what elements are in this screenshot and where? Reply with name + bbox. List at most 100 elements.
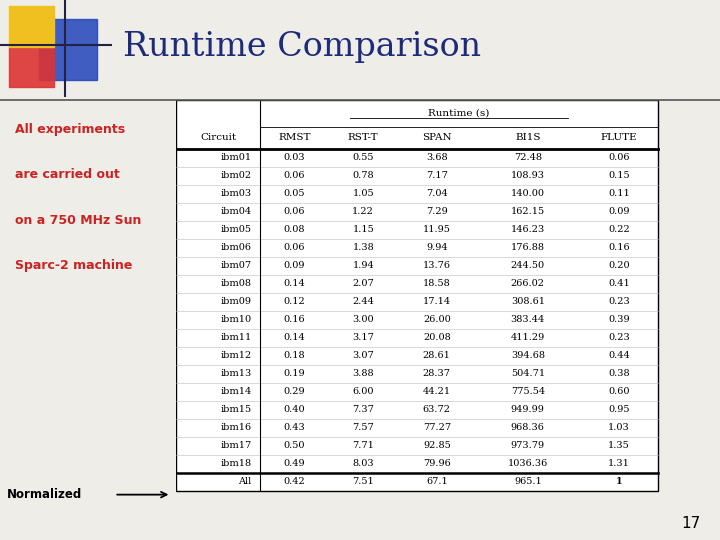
Text: 383.44: 383.44 [510,315,545,325]
Text: 968.36: 968.36 [511,423,545,433]
Text: 0.09: 0.09 [284,261,305,271]
Text: 0.14: 0.14 [284,279,305,288]
Text: 1.15: 1.15 [352,225,374,234]
Text: 17: 17 [682,516,701,531]
Text: 0.44: 0.44 [608,352,630,360]
Text: ibm12: ibm12 [220,352,252,360]
Text: 0.50: 0.50 [284,441,305,450]
Text: 2.44: 2.44 [352,298,374,306]
Text: 0.06: 0.06 [608,153,629,163]
Text: ibm18: ibm18 [220,460,252,468]
Text: 28.61: 28.61 [423,352,451,360]
Text: 72.48: 72.48 [514,153,541,163]
Text: Normalized: Normalized [7,488,83,501]
Text: 7.51: 7.51 [352,477,374,487]
Text: 0.08: 0.08 [284,225,305,234]
Text: ibm08: ibm08 [220,279,252,288]
Text: ibm17: ibm17 [220,441,252,450]
Text: 18.58: 18.58 [423,279,451,288]
Text: 11.95: 11.95 [423,225,451,234]
Text: ibm14: ibm14 [220,387,252,396]
Text: 0.05: 0.05 [284,190,305,198]
Text: 17.14: 17.14 [423,298,451,306]
Text: Circuit: Circuit [200,133,236,143]
Text: 2.07: 2.07 [352,279,374,288]
Text: SPAN: SPAN [422,133,451,143]
Text: 0.41: 0.41 [608,279,630,288]
Text: FLUTE: FLUTE [600,133,637,143]
Text: 7.37: 7.37 [352,406,374,414]
Text: Sparc-2 machine: Sparc-2 machine [15,259,132,272]
Text: 266.02: 266.02 [510,279,545,288]
Text: 1.94: 1.94 [352,261,374,271]
Text: ibm10: ibm10 [220,315,252,325]
Text: 176.88: 176.88 [510,244,545,252]
Text: 973.79: 973.79 [510,441,545,450]
Text: 3.00: 3.00 [352,315,374,325]
Text: 0.18: 0.18 [284,352,305,360]
Text: ibm05: ibm05 [220,225,252,234]
Text: 0.29: 0.29 [284,387,305,396]
Text: 0.49: 0.49 [284,460,305,468]
Text: 7.04: 7.04 [426,190,448,198]
Bar [9,6,53,46]
Text: BI1S: BI1S [515,133,541,143]
Text: ibm03: ibm03 [220,190,252,198]
Text: Runtime Comparison: Runtime Comparison [123,31,482,63]
Text: 0.11: 0.11 [608,190,630,198]
Text: 504.71: 504.71 [510,369,545,379]
Text: 0.19: 0.19 [284,369,305,379]
Text: 308.61: 308.61 [510,298,545,306]
Text: 0.55: 0.55 [353,153,374,163]
Text: 0.42: 0.42 [284,477,305,487]
Text: are carried out: are carried out [15,168,120,181]
Text: 26.00: 26.00 [423,315,451,325]
Bar [39,19,97,80]
Text: 0.03: 0.03 [284,153,305,163]
Text: 0.15: 0.15 [608,171,629,180]
Text: 1.05: 1.05 [352,190,374,198]
Text: ibm15: ibm15 [220,406,252,414]
Text: RST-T: RST-T [348,133,379,143]
Text: 146.23: 146.23 [510,225,545,234]
Text: 411.29: 411.29 [510,333,545,342]
Text: 3.07: 3.07 [352,352,374,360]
Text: ibm09: ibm09 [220,298,252,306]
Text: 1.22: 1.22 [352,207,374,217]
Text: 0.78: 0.78 [352,171,374,180]
Text: 0.23: 0.23 [608,333,630,342]
Text: 28.37: 28.37 [423,369,451,379]
Text: 1.35: 1.35 [608,441,630,450]
Text: 3.17: 3.17 [352,333,374,342]
Text: 775.54: 775.54 [510,387,545,396]
Text: 9.94: 9.94 [426,244,448,252]
Text: 394.68: 394.68 [510,352,545,360]
Text: 108.93: 108.93 [510,171,545,180]
Text: 1.31: 1.31 [608,460,630,468]
Text: 77.27: 77.27 [423,423,451,433]
Text: 0.09: 0.09 [608,207,629,217]
Text: 67.1: 67.1 [426,477,448,487]
Text: 79.96: 79.96 [423,460,451,468]
Bar [9,46,53,87]
Text: 0.16: 0.16 [284,315,305,325]
Text: 8.03: 8.03 [352,460,374,468]
Text: 7.29: 7.29 [426,207,448,217]
Text: ibm07: ibm07 [220,261,252,271]
Text: on a 750 MHz Sun: on a 750 MHz Sun [15,214,142,227]
Text: 0.20: 0.20 [608,261,629,271]
Text: 965.1: 965.1 [514,477,541,487]
Text: 7.57: 7.57 [352,423,374,433]
Text: 0.39: 0.39 [608,315,629,325]
Text: ibm02: ibm02 [220,171,252,180]
Text: 0.38: 0.38 [608,369,629,379]
Text: RMST: RMST [278,133,310,143]
Text: 162.15: 162.15 [510,207,545,217]
Text: 1: 1 [616,477,622,487]
Text: 244.50: 244.50 [510,261,545,271]
Text: ibm11: ibm11 [220,333,252,342]
Text: ibm16: ibm16 [220,423,252,433]
Text: All: All [238,477,252,487]
Text: 0.14: 0.14 [284,333,305,342]
Text: Runtime (s): Runtime (s) [428,109,490,118]
